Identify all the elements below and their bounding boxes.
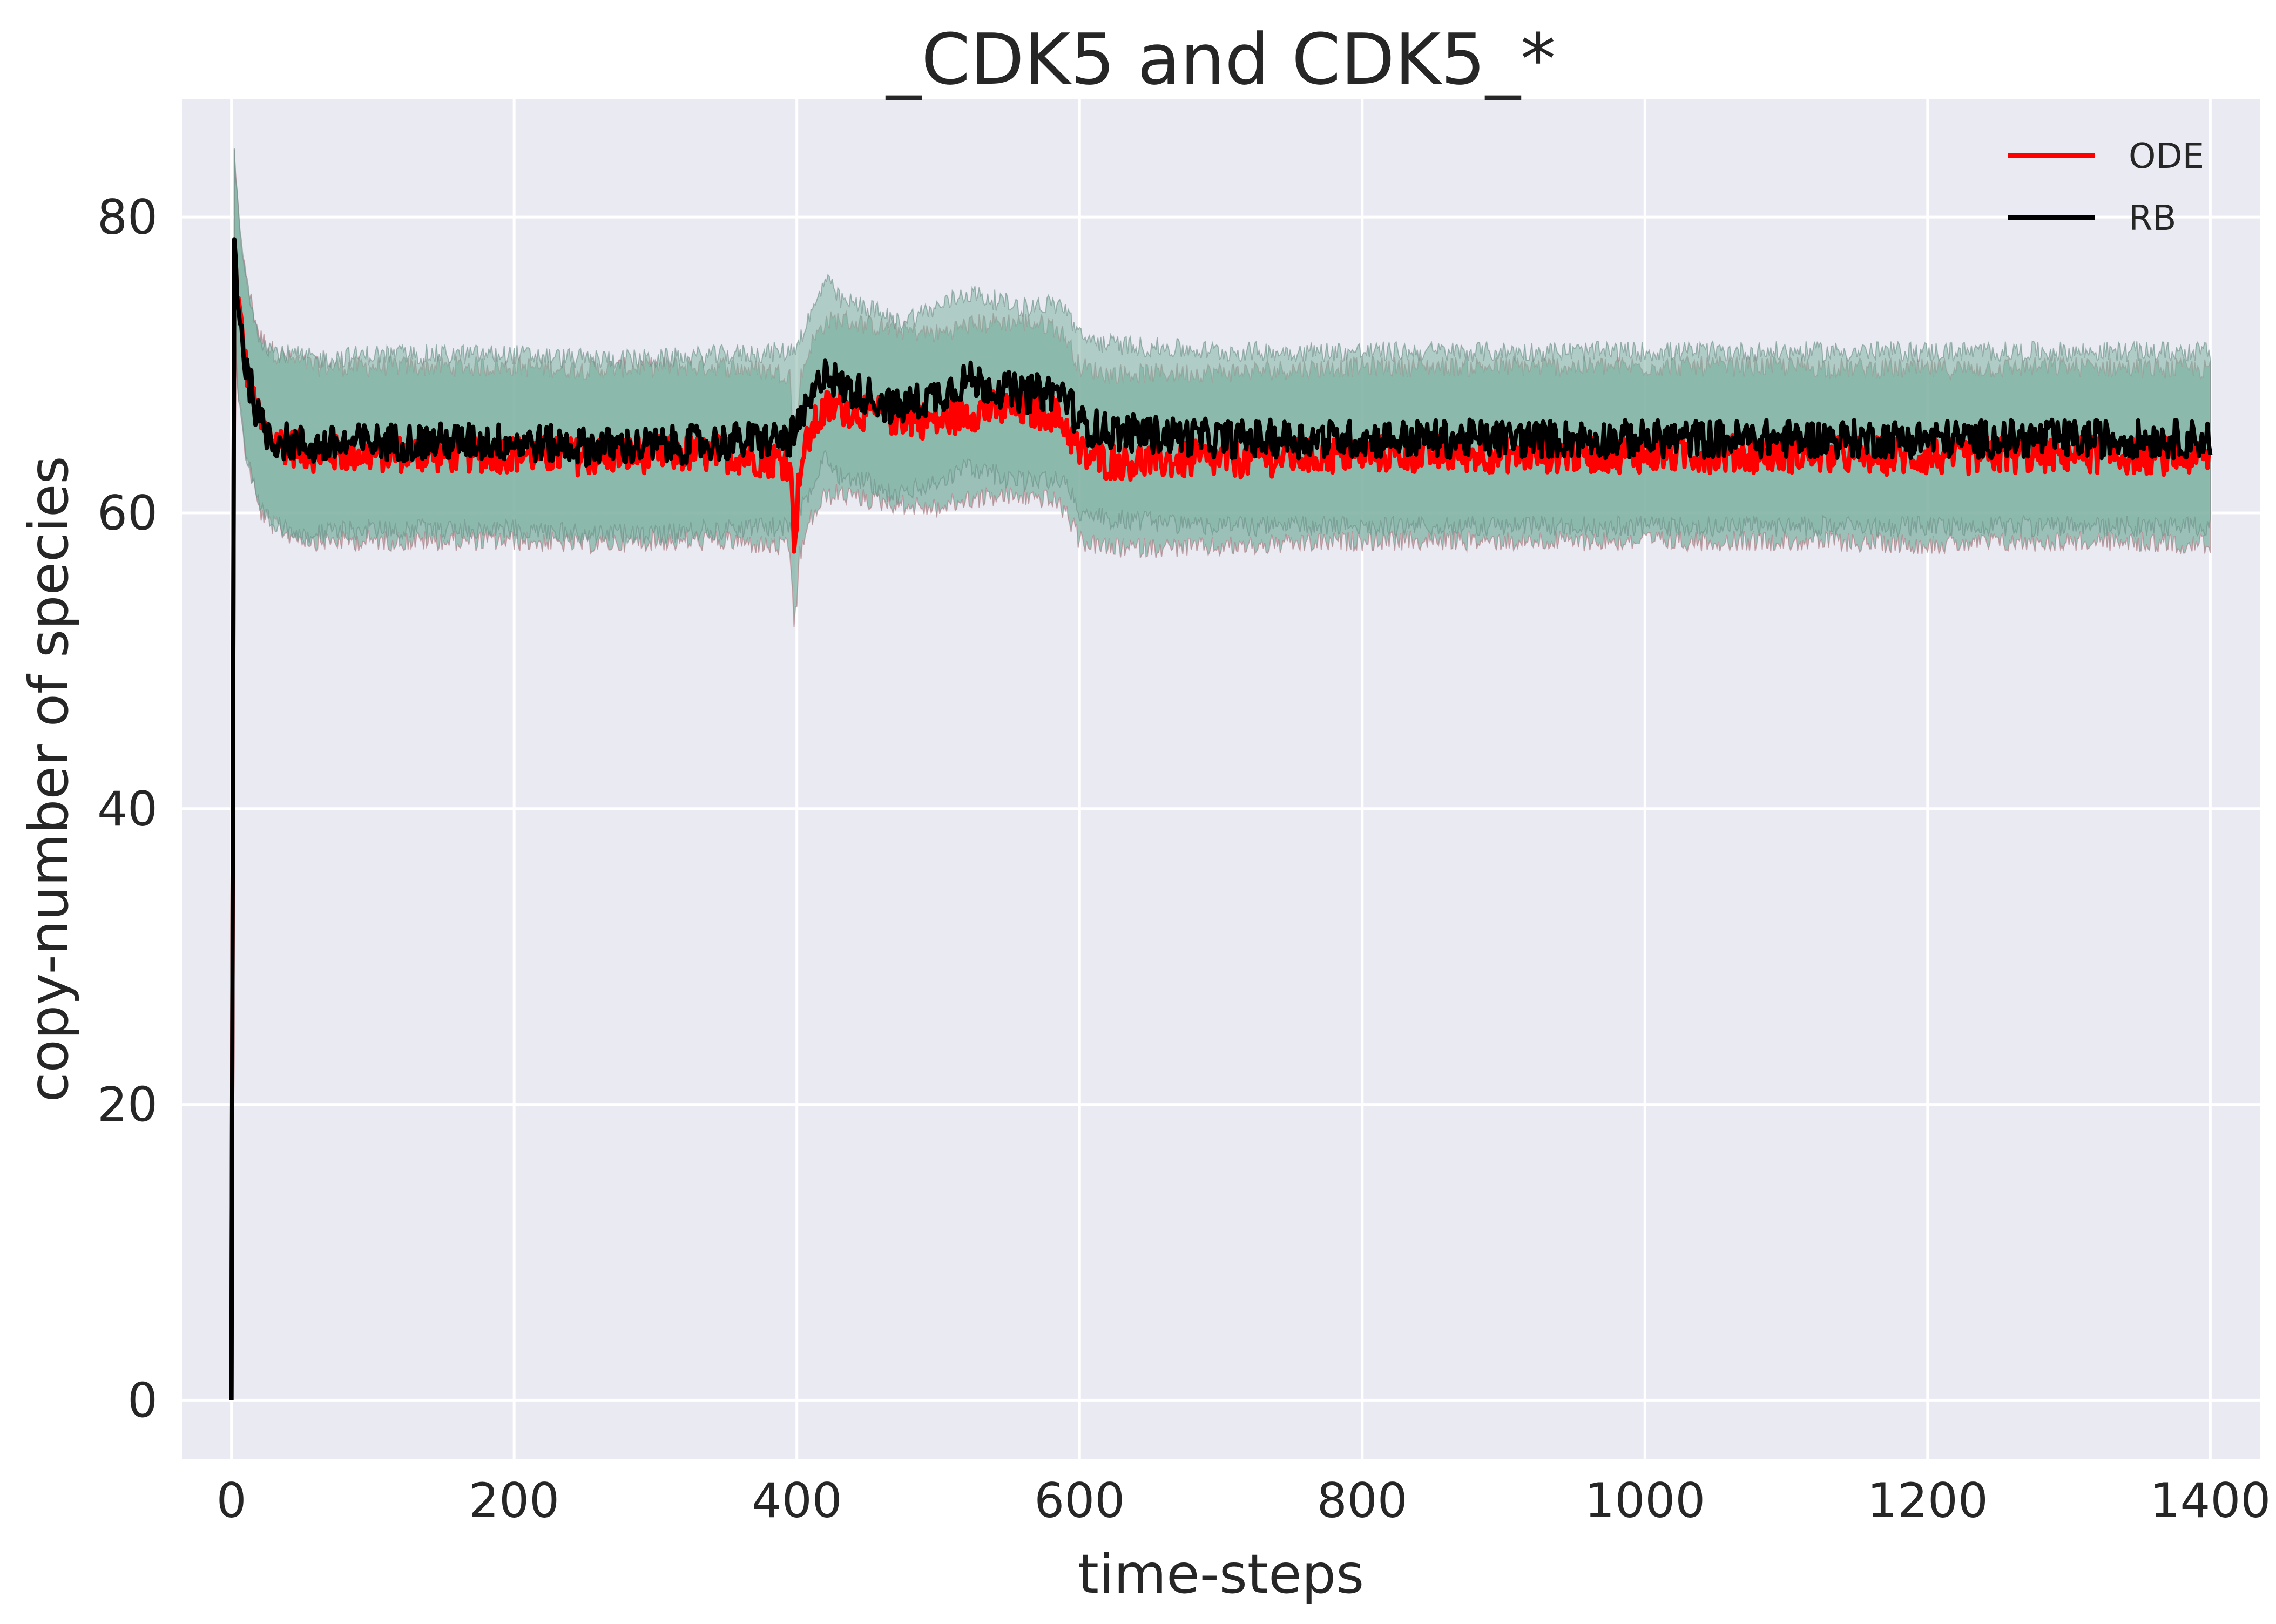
plot-background [182, 99, 2260, 1459]
legend-label-rb: RB [2129, 199, 2176, 239]
y-tick-label: 20 [97, 1077, 158, 1133]
x-tick-label: 200 [469, 1473, 559, 1528]
series-line-rb [229, 237, 2213, 1400]
x-tick-label: 800 [1317, 1473, 1408, 1528]
series-lines [229, 237, 2213, 1400]
x-tick-label: 0 [217, 1473, 247, 1528]
chart-title: _CDK5 and CDK5_* [885, 18, 1556, 100]
legend: ODE RB [2008, 137, 2204, 239]
x-tick-label: 1200 [1867, 1473, 1988, 1528]
y-tick-label: 60 [97, 485, 158, 541]
x-tick-labels: 0 200 400 600 800 1000 1200 1400 [217, 1473, 2271, 1528]
x-tick-label: 600 [1034, 1473, 1125, 1528]
x-tick-label: 400 [752, 1473, 842, 1528]
x-tick-label: 1400 [2150, 1473, 2271, 1528]
y-tick-labels: 0 20 40 60 80 [97, 190, 158, 1428]
y-tick-label: 40 [97, 781, 158, 837]
x-axis-label: time-steps [1078, 1542, 1364, 1606]
legend-label-ode: ODE [2129, 137, 2204, 177]
x-tick-label: 1000 [1584, 1473, 1705, 1528]
y-tick-label: 0 [127, 1372, 158, 1428]
y-axis-label: copy-number of species [17, 456, 80, 1102]
y-tick-label: 80 [97, 190, 158, 245]
